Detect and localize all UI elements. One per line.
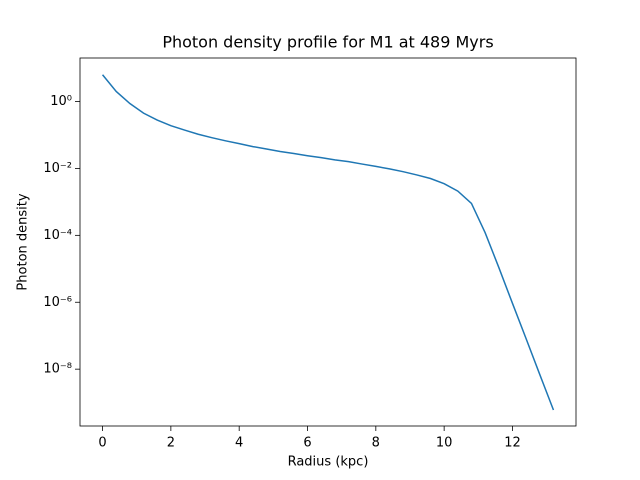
plot-frame <box>79 57 577 427</box>
x-tick-label: 12 <box>504 436 521 451</box>
y-tick-label: 10⁻² <box>43 161 72 176</box>
x-tick-label: 10 <box>436 436 453 451</box>
x-tick-label: 8 <box>372 436 380 451</box>
y-axis-label: Photon density <box>16 193 31 290</box>
y-tick-label: 10⁻⁶ <box>43 295 72 310</box>
y-tick-label: 10⁰ <box>50 94 72 109</box>
chart-title: Photon density profile for M1 at 489 Myr… <box>162 33 493 52</box>
y-tick-label: 10⁻⁸ <box>43 362 72 377</box>
x-tick-label: 4 <box>235 436 243 451</box>
x-tick-label: 2 <box>167 436 175 451</box>
x-tick-label: 0 <box>98 436 106 451</box>
x-tick-label: 6 <box>303 436 311 451</box>
x-axis-label: Radius (kpc) <box>288 455 369 470</box>
data-line <box>101 74 555 411</box>
y-tick-label: 10⁻⁴ <box>43 228 72 243</box>
